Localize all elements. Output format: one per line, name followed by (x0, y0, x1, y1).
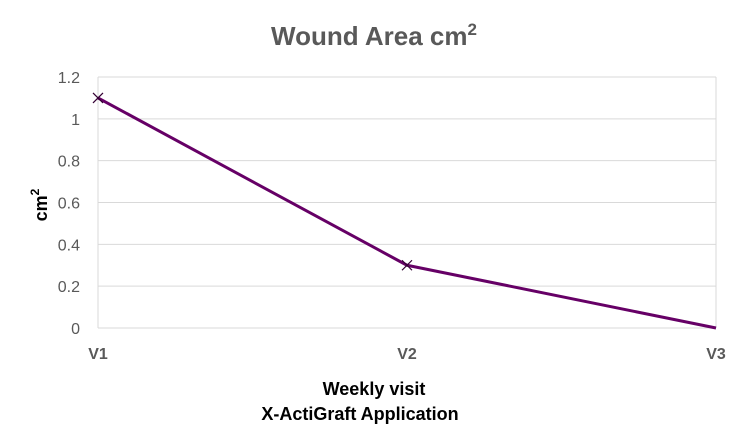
series-layer (92, 92, 717, 330)
data-point-marker (92, 92, 104, 104)
chart-title: Wound Area cm2 (271, 20, 477, 51)
y-axis-ticks: 0 0.2 0.4 0.6 0.8 1 1.2 (58, 70, 80, 338)
y-tick-label: 1 (71, 112, 80, 129)
y-tick-label: 1.2 (58, 70, 80, 87)
series-line (97, 96, 717, 330)
y-axis-label: cm2 (28, 188, 51, 221)
x-axis-ticks: V1 V2 V3 (88, 346, 726, 363)
gridlines (97, 76, 717, 329)
y-tick-label: 0.4 (58, 237, 80, 254)
x-axis-label-line-2: X-ActiGraft Application (261, 404, 458, 424)
x-tick-label: V1 (88, 346, 108, 363)
x-axis-label-line-1: Weekly visit (323, 379, 426, 399)
y-tick-label: 0.8 (58, 154, 80, 171)
y-tick-label: 0.6 (58, 196, 80, 213)
data-point-marker (401, 259, 413, 271)
x-tick-label: V3 (706, 346, 726, 363)
y-tick-label: 0.2 (58, 279, 80, 296)
y-tick-label: 0 (71, 321, 80, 338)
x-tick-label: V2 (397, 346, 417, 363)
